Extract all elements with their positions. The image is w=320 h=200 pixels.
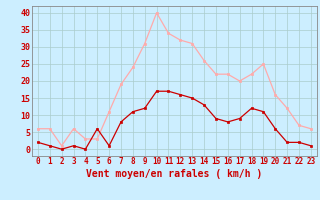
X-axis label: Vent moyen/en rafales ( km/h ): Vent moyen/en rafales ( km/h ) [86, 169, 262, 179]
